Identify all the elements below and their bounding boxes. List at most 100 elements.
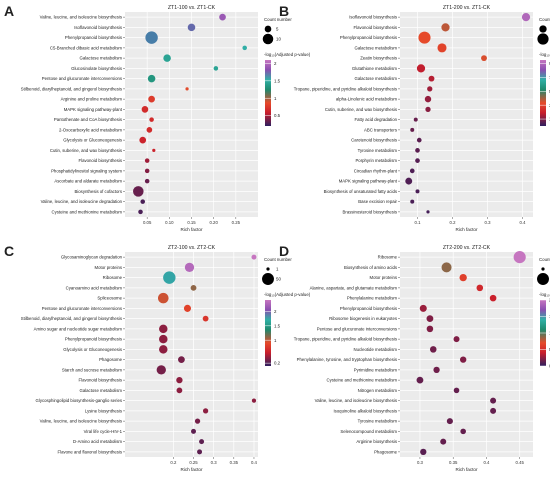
pathway-label: Pentose and glucuronate interconversions (317, 326, 397, 331)
plot-area (125, 252, 258, 457)
enrichment-point (242, 45, 247, 51)
pathway-label: Tropane, piperidine, and pyridine alkalo… (294, 86, 397, 91)
x-tick-label: 0.3 (417, 460, 424, 465)
enrichment-point (476, 284, 484, 292)
enrichment-point (141, 106, 149, 113)
count-legend-title: Count number (539, 257, 550, 262)
pathway-label: Phagosome (374, 449, 398, 454)
pathway-label: Phenylpropanoid biosynthesis (340, 35, 397, 40)
enrichment-point (144, 178, 150, 184)
pathway-label: Spliceosome (97, 296, 122, 301)
enrichment-point (187, 23, 196, 32)
pathway-label: Glycosaminoglycan degradation (61, 255, 123, 260)
count-legend-marker (539, 25, 547, 33)
x-tick-label: 0.20 (209, 220, 218, 225)
pathway-label: Stilbenoid, diarylheptanoid, and gingero… (21, 86, 122, 91)
enrichment-point (219, 13, 226, 21)
pathway-label: Brassinosteroid biosynthesis (343, 209, 397, 214)
enrichment-point (251, 254, 257, 260)
enrichment-point (490, 407, 497, 414)
pathway-label: Phenylpropanoid biosynthesis (340, 306, 397, 311)
pathway-label: Galactose metabolism (79, 56, 122, 61)
pathway-label: Phagosome (99, 357, 123, 362)
enrichment-point (460, 356, 467, 363)
colorbar-tick-label: 2 (274, 309, 277, 314)
count-legend-marker (262, 33, 274, 45)
panel-c: C ZT2-100 vs. ZT2-CK 0.2 0.25 0.3 0.35 0.4 Rich… (4, 243, 311, 472)
color-legend-title: -log₁₀(Adjusted p-value) (264, 52, 311, 57)
enrichment-point (415, 158, 420, 163)
enrichment-point (489, 294, 497, 302)
count-legend-marker (262, 273, 274, 285)
enrichment-point (420, 448, 427, 456)
enrichment-point (409, 168, 415, 174)
enrichment-point (418, 31, 431, 44)
enrichment-point (428, 75, 435, 82)
x-tick-label: 0.4 (520, 220, 527, 225)
pathway-label: Valine, leucine, and isoleucine biosynth… (315, 398, 397, 403)
x-tick-label: 0.15 (187, 220, 196, 225)
x-axis-label: Rich factor (181, 467, 203, 472)
enrichment-point (405, 177, 413, 185)
enrichment-point (157, 292, 169, 304)
pathway-label: Glycosphingolipid biosynthesis-ganglio s… (36, 398, 122, 403)
enrichment-point (433, 366, 440, 374)
panel-letter: A (4, 3, 14, 19)
pathway-label: Ribosome (378, 255, 398, 260)
enrichment-point (425, 106, 431, 113)
colorbar-tick-label: 1.5 (274, 78, 281, 83)
enrichment-point (441, 23, 450, 32)
pathway-label: Viral life cycle-HIV-1 (84, 429, 123, 434)
enrichment-point (410, 199, 415, 204)
x-tick-label: 0.2 (170, 460, 177, 465)
count-legend-marker (537, 33, 549, 45)
panel-letter: D (279, 243, 289, 259)
pathway-label: Valine, leucine, and isoleucine degradat… (41, 199, 123, 204)
color-legend-title: -log₁₀(Adjusted p-value) (264, 292, 311, 297)
panel-title: ZT1-200 vs. ZT1-CK (443, 5, 491, 11)
pathway-label: Cysteine and methionine metabolism (327, 378, 398, 383)
count-legend-label: 1 (276, 267, 279, 272)
pathway-label: Tyrosine metabolism (358, 148, 398, 153)
color-legend-title: -log₁₀(Adjusted p-value) (539, 52, 550, 57)
pathway-label: Base excision repair (358, 199, 397, 204)
pathway-label: Ascorbate and aldarate metabolism (54, 179, 122, 184)
enrichment-point (481, 55, 487, 62)
enrichment-point (191, 428, 197, 434)
pathway-label: alpha-Linolenic acid metabolism (336, 97, 398, 102)
enrichment-point (197, 449, 203, 455)
x-tick-label: 0.35 (230, 460, 239, 465)
enrichment-point (437, 43, 447, 53)
enrichment-point (138, 209, 143, 215)
enrichment-point (424, 95, 432, 103)
pathway-label: Arginine and proline metabolism (61, 97, 123, 102)
enrichment-point (513, 251, 526, 264)
enrichment-point (426, 315, 434, 323)
count-legend-title: Count number (264, 17, 292, 22)
enrichment-point (185, 87, 189, 91)
enrichment-point (416, 376, 424, 384)
enrichment-point (147, 74, 156, 83)
enrichment-point (202, 408, 209, 414)
enrichment-point (194, 418, 201, 424)
enrichment-point (413, 117, 418, 122)
pathway-label: Glutathione metabolism (352, 66, 398, 71)
enrichment-point (426, 210, 430, 214)
enrichment-point (453, 336, 460, 343)
panel-title: ZT2-100 vs. ZT2-CK (168, 245, 216, 251)
enrichment-point (453, 387, 460, 394)
pathway-label: Tropane, piperidine, and pyridine alkalo… (294, 337, 397, 342)
enrichment-point (521, 13, 531, 22)
pathway-label: Ribosome (103, 275, 123, 280)
pathway-label: Galactose metabolism (79, 388, 122, 393)
enrichment-point (459, 273, 467, 282)
pathway-label: Carotenoid biosynthesis (351, 138, 397, 143)
pathway-label: Cutin, suberine, and wax biosynthesis (50, 148, 122, 153)
panel-letter: C (4, 243, 14, 259)
x-tick-label: 0.3 (211, 460, 218, 465)
pathway-label: Cyanoamino acid metabolism (66, 285, 123, 290)
count-legend-label: 5 (276, 27, 279, 32)
x-tick-label: 0.10 (165, 220, 174, 225)
enrichment-point (144, 168, 150, 174)
